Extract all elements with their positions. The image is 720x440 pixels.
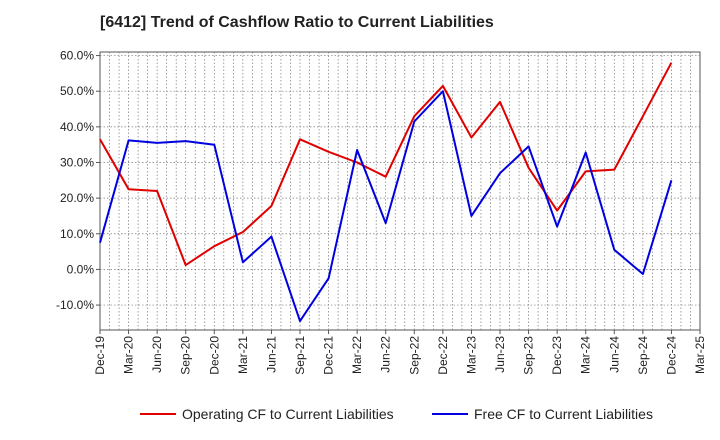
legend-free-cf-label: Free CF to Current Liabilities — [474, 406, 653, 422]
x-tick-label: Jun-20 — [150, 336, 164, 373]
x-tick-label: Jun-23 — [493, 336, 507, 373]
x-tick-label: Dec-19 — [93, 336, 107, 375]
x-tick-label: Mar-24 — [579, 336, 593, 374]
x-tick-label: Sep-20 — [179, 336, 193, 375]
x-tick-label: Mar-25 — [693, 336, 707, 374]
x-tick-label: Mar-22 — [350, 336, 364, 374]
y-tick-label: 10.0% — [60, 227, 94, 241]
chart-title: [6412] Trend of Cashflow Ratio to Curren… — [100, 14, 494, 31]
legend-operating-cf-label: Operating CF to Current Liabilities — [182, 406, 394, 422]
y-tick-label: -10.0% — [56, 298, 94, 312]
y-tick-label: 20.0% — [60, 191, 94, 205]
x-tick-label: Dec-22 — [436, 336, 450, 375]
y-tick-label: 30.0% — [60, 155, 94, 169]
plot-area — [99, 51, 701, 331]
x-tick-label: Mar-21 — [236, 336, 250, 374]
x-tick-label: Mar-20 — [122, 336, 136, 374]
x-tick-label: Dec-23 — [550, 336, 564, 375]
x-tick-label: Dec-21 — [322, 336, 336, 375]
x-tick-label: Jun-21 — [264, 336, 278, 373]
operating-cf-line — [99, 62, 673, 267]
y-tick-label: 0.0% — [67, 262, 95, 276]
y-tick-label: 50.0% — [60, 84, 94, 98]
free-cf-line — [99, 90, 673, 323]
x-tick-label: Sep-22 — [407, 336, 421, 375]
y-tick-label: 40.0% — [60, 120, 94, 134]
x-tick-label: Dec-20 — [207, 336, 221, 375]
x-tick-label: Jun-24 — [607, 336, 621, 373]
x-tick-label: Sep-24 — [636, 336, 650, 375]
x-tick-label: Jun-22 — [379, 336, 393, 373]
x-tick-label: Sep-21 — [293, 336, 307, 375]
x-tick-label: Mar-23 — [464, 336, 478, 374]
x-tick-label: Sep-23 — [522, 336, 536, 375]
x-tick-label: Dec-24 — [664, 336, 678, 375]
y-tick-label: 60.0% — [60, 49, 94, 63]
